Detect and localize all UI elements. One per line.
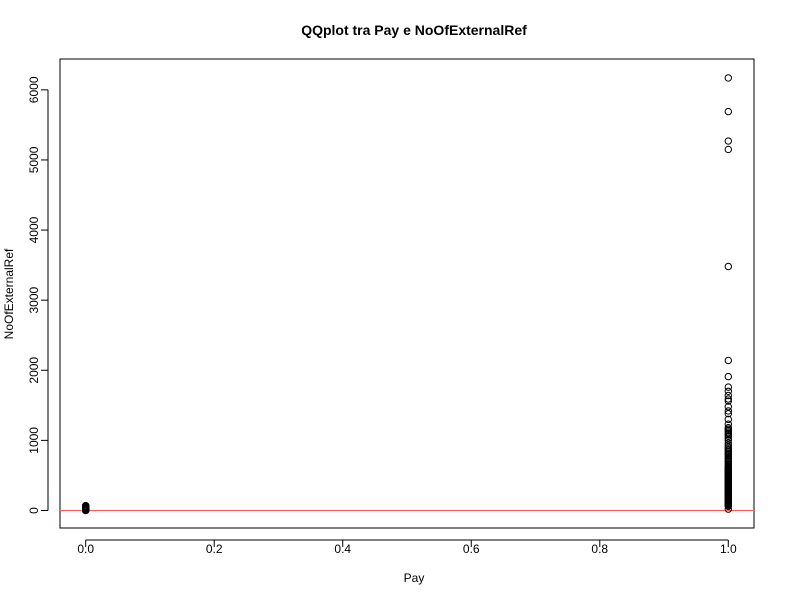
y-axis-title: NoOfExternalRef [2,248,16,339]
data-point [724,443,732,452]
y-tick-label: 5000 [27,146,41,173]
data-point [724,137,732,145]
data-point [724,415,732,424]
y-tick-label: 0 [27,507,41,514]
y-axis: 0 1000 2000 3000 4000 5000 6000 [27,76,49,514]
data-point [82,501,90,510]
x-axis-title: Pay [404,571,425,585]
data-point [724,395,732,403]
data-point [724,439,732,447]
data-point [724,505,732,513]
data-point [724,436,732,445]
y-tick-label: 3000 [27,286,41,313]
data-point [724,403,732,411]
data-points [82,74,732,515]
data-point [724,391,732,400]
x-tick-label: 0.8 [591,542,608,556]
data-point [724,383,732,391]
chart-title: QQplot tra Pay e NoOfExternalRef [301,22,527,38]
y-tick-label: 2000 [27,357,41,384]
y-tick-label: 1000 [27,427,41,454]
data-point [724,107,732,116]
x-tick-label: 1.0 [720,542,737,556]
data-point [724,262,732,271]
data-point [724,410,732,418]
y-tick-label: 6000 [27,76,41,103]
x-tick-label: 0.6 [463,542,480,556]
data-point [724,145,732,154]
x-tick-label: 0.2 [206,542,223,556]
x-tick-label: 0.4 [334,542,351,556]
data-point [724,397,732,405]
data-point [724,387,732,395]
data-point [724,407,732,415]
data-point [724,420,732,428]
y-tick-label: 4000 [27,216,41,243]
plot-area-frame [59,58,755,529]
data-point [724,441,732,449]
x-tick-label: 0.0 [77,542,94,556]
data-point [724,372,732,381]
data-point [724,74,732,82]
data-point [724,356,732,365]
x-axis: 0.0 0.2 0.4 0.6 0.8 1.0 [77,539,737,556]
data-point [724,424,732,432]
